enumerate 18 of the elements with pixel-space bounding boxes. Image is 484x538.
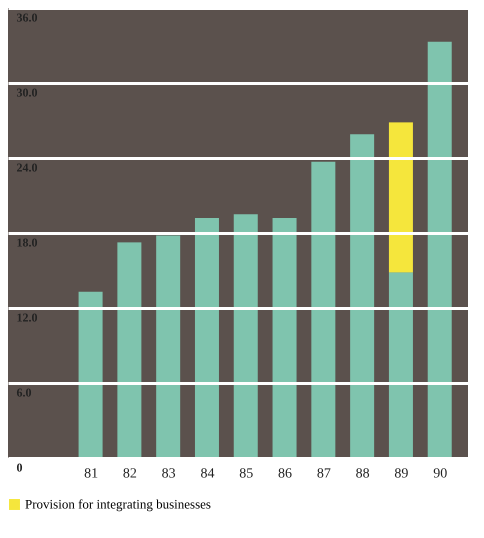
y-tick-label: 18.0: [16, 236, 38, 250]
x-tick-label: 82: [122, 466, 137, 482]
y-tick-label: 36.0: [16, 10, 38, 24]
y-tick-label: 6.0: [16, 386, 32, 400]
legend-label: Provision for integrating businesses: [25, 496, 211, 512]
x-tick-label: 85: [239, 466, 254, 482]
x-tick-label: 81: [84, 466, 98, 482]
x-tick-label: 90: [433, 466, 448, 482]
y-tick-label: 30.0: [16, 86, 38, 100]
x-tick-label: 86: [278, 466, 292, 482]
x-tick-label: 84: [200, 466, 214, 482]
x-tick-label: 89: [394, 466, 408, 482]
y-tick-label: 24.0: [16, 160, 38, 174]
y-tick-label: 12.0: [16, 310, 38, 324]
x-tick-label: 88: [356, 466, 370, 482]
y-tick-label: 0: [16, 460, 22, 474]
x-tick-label: 87: [316, 466, 331, 482]
x-tick-label: 83: [162, 466, 176, 482]
